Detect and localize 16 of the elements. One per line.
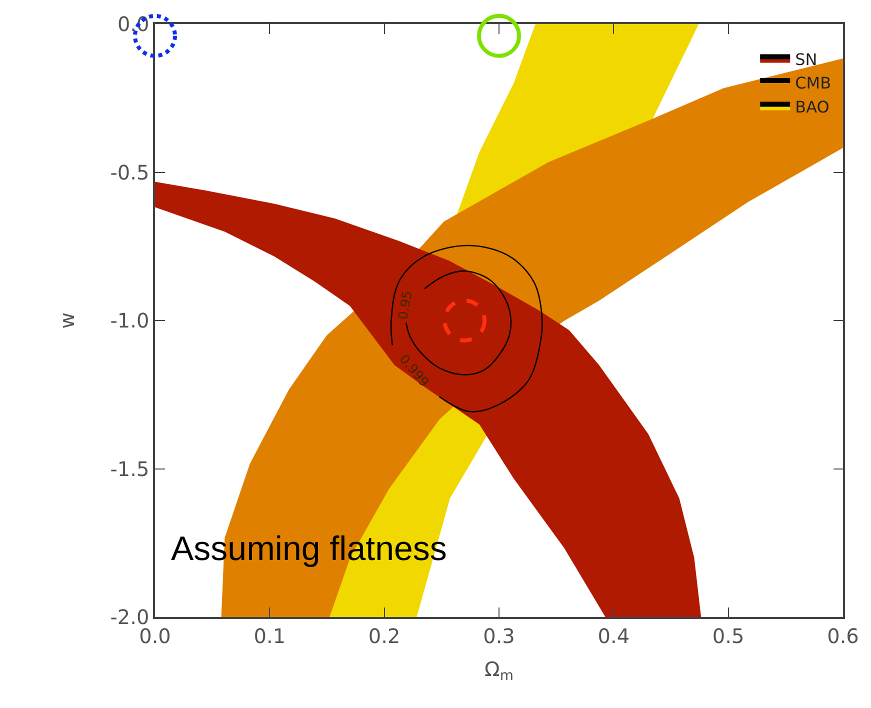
legend-label: SN [795, 50, 818, 69]
series-label: CMB [795, 74, 832, 93]
y-tick-label: -1.5 [110, 456, 150, 481]
y-tick-label: -1.0 [110, 308, 150, 332]
x-tick-label: 0.6 [827, 624, 859, 648]
x-tick-label: 0.3 [483, 624, 515, 648]
x-axis-title: Ω$_{m}$ [484, 656, 514, 684]
x-tick-label: 0.5 [712, 624, 744, 648]
x-tick-label: 0.2 [368, 624, 400, 648]
legend-label: BAO [795, 98, 830, 117]
line-series [390, 244, 543, 412]
y-axis-title: w [55, 312, 80, 329]
x-tick-label: 0.4 [598, 624, 630, 648]
annotation: 0.95 [396, 290, 416, 321]
y-tick-label: -0.5 [110, 160, 150, 184]
x-tick-label: 0.1 [254, 624, 286, 648]
